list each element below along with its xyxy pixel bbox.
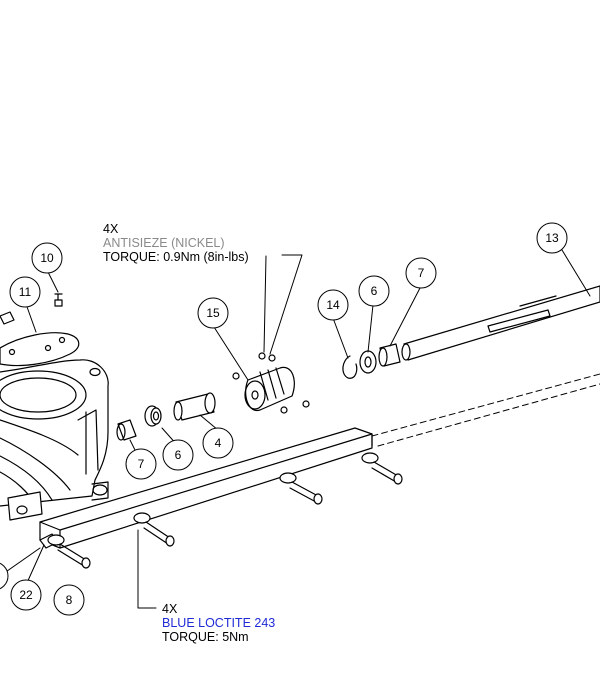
svg-text:10: 10 [40,251,54,265]
bolt-rail-2 [133,512,175,547]
svg-text:7: 7 [418,266,425,280]
housing [0,359,109,521]
bolt-rail-3 [279,472,323,505]
svg-text:22: 22 [19,588,33,602]
svg-text:6: 6 [371,284,378,298]
svg-text:11: 11 [19,285,32,299]
rail-note-torque: TORQUE: 5Nm [162,630,249,644]
rail-note: 4X BLUE LOCTITE 243 TORQUE: 5Nm [162,602,275,644]
bushing-7-lower [116,419,137,441]
callout-13: 13 [536,222,568,254]
callout-14: 14 [317,289,349,321]
callout-8: 8 [53,584,85,616]
callout-7-upper: 7 [405,257,437,289]
callout-22: 22 [10,579,42,611]
callout-balloons: 10 11 15 14 6 7 13 7 [0,222,568,616]
retaining-ring-14 [342,355,358,379]
bolt-rail-4 [361,452,403,485]
washer-6-upper [359,350,377,374]
callout-11: 11 [9,276,41,308]
svg-text:7: 7 [138,457,145,471]
callout-15: 15 [197,297,229,329]
callout-4: 4 [202,427,234,459]
leader-lines [0,249,591,609]
svg-text:13: 13 [545,231,559,245]
bolt-rail-1 [39,533,91,569]
screw-left-edge [0,311,15,325]
bushing-7-upper [378,343,401,367]
rail-note-qty: 4X [162,602,178,616]
svg-text:4: 4 [215,436,222,450]
svg-text:15: 15 [206,306,220,320]
coupling [232,352,310,414]
screw-10 [54,293,63,307]
gasket [0,332,80,367]
coupling-note-qty: 4X [103,222,119,236]
svg-text:8: 8 [66,593,73,607]
callout-6-lower: 6 [162,439,194,471]
callout-7-lower: 7 [125,448,157,480]
shaft [401,285,600,361]
sleeve-4 [173,392,216,421]
svg-text:14: 14 [326,298,340,312]
rail-note-compound: BLUE LOCTITE 243 [162,616,276,630]
svg-text:6: 6 [175,448,182,462]
callout-partial-left [0,562,9,590]
coupling-note-torque: TORQUE: 0.9Nm (8in-lbs) [103,250,249,264]
washer-6-lower [144,405,162,427]
coupling-note-compound: ANTISIEZE (NICKEL) [103,236,225,250]
callout-10: 10 [31,242,63,274]
rail-bar [39,373,600,549]
coupling-note: 4X ANTISIEZE (NICKEL) TORQUE: 0.9Nm (8in… [103,222,249,264]
callout-6-upper: 6 [358,275,390,307]
